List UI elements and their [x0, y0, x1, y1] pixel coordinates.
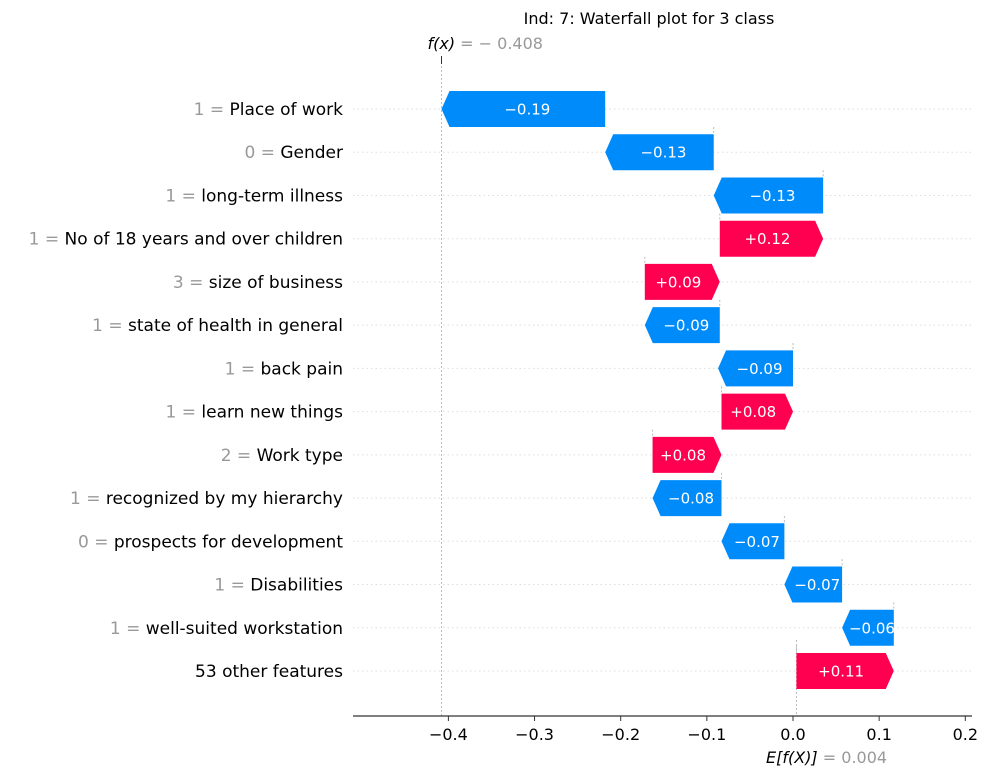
- positive-bar: [796, 652, 894, 689]
- feature-name: learn new things: [201, 403, 343, 423]
- feature-value: 2 =: [221, 446, 257, 466]
- efx-label: E[f(X)] = 0.004: [766, 748, 887, 767]
- feature-name: long-term illness: [201, 186, 343, 206]
- positive-bar: [719, 220, 824, 257]
- bar-value-label: −0.19: [504, 101, 550, 119]
- bar-value-label: +0.11: [818, 662, 864, 680]
- negative-bar: [721, 523, 785, 560]
- feature-label: 1 = state of health in general: [92, 316, 343, 336]
- bar-value-label: −0.13: [749, 187, 795, 205]
- feature-label: 1 = No of 18 years and over children: [29, 230, 343, 250]
- feature-value: 1 =: [194, 100, 230, 120]
- bar-value-label: −0.07: [794, 576, 840, 594]
- feature-value: 3 =: [173, 273, 209, 293]
- feature-name: recognized by my hierarchy: [106, 489, 343, 509]
- feature-name: 53 other features: [195, 662, 343, 682]
- x-tick-label: 0.1: [866, 725, 891, 744]
- feature-value: 1 =: [225, 359, 261, 379]
- bar-value-label: +0.12: [744, 230, 790, 248]
- negative-bar: [713, 177, 824, 214]
- feature-label: 2 = Work type: [221, 446, 343, 466]
- feature-label: 1 = learn new things: [166, 403, 344, 423]
- feature-value: 1 =: [214, 576, 250, 596]
- feature-value: 1 =: [110, 619, 146, 639]
- x-tick-label: −0.1: [687, 725, 726, 744]
- fx-label-name: f(x): [428, 34, 461, 53]
- x-tick-label: −0.3: [515, 725, 554, 744]
- feature-value: 0 =: [78, 532, 114, 552]
- x-axis: −0.4 −0.3 −0.2 −0.1 0.0 0.1 0.2: [353, 715, 978, 744]
- bars-layer: −0.19 −0.13 −0.13 +0.12 +0.09 −0.09 −0.09 +0.08…: [441, 91, 895, 689]
- feature-value: 1 =: [70, 489, 106, 509]
- negative-bar: [784, 566, 843, 603]
- bar-value-label: −0.13: [640, 144, 686, 162]
- feature-name: prospects for development: [114, 532, 343, 552]
- feature-label: 1 = back pain: [225, 359, 343, 379]
- feature-name: Place of work: [229, 100, 343, 120]
- bar-value-label: −0.08: [668, 490, 714, 508]
- feature-name: Disabilities: [250, 576, 343, 596]
- feature-label: 1 = well-suited workstation: [110, 619, 343, 639]
- feature-label: 1 = Disabilities: [214, 576, 343, 596]
- feature-label: 1 = long-term illness: [165, 186, 343, 206]
- feature-value: 1 =: [165, 186, 201, 206]
- x-tick-label: 0.0: [780, 725, 805, 744]
- feature-label: 1 = Place of work: [194, 100, 344, 120]
- x-tick-label: 0.2: [953, 725, 978, 744]
- efx-label-value: = 0.004: [823, 748, 887, 767]
- positive-bar: [652, 436, 722, 473]
- x-tick-label: −0.2: [601, 725, 640, 744]
- x-tick-label: −0.4: [429, 725, 468, 744]
- feature-label: 0 = Gender: [244, 143, 343, 163]
- bar-value-label: −0.06: [849, 619, 895, 637]
- positive-bar: [721, 393, 793, 430]
- negative-bar: [652, 480, 722, 517]
- negative-bar: [644, 307, 720, 344]
- bar-value-label: −0.09: [737, 360, 783, 378]
- feature-label: 3 = size of business: [173, 273, 343, 293]
- bar-value-label: −0.09: [663, 317, 709, 335]
- bar-value-label: −0.07: [734, 533, 780, 551]
- feature-name: No of 18 years and over children: [65, 230, 343, 250]
- feature-value: 1 =: [29, 230, 65, 250]
- feature-label: 1 = recognized by my hierarchy: [70, 489, 343, 509]
- chart-title: Ind: 7: Waterfall plot for 3 class: [524, 9, 775, 28]
- positive-bar: [644, 263, 720, 300]
- fx-label: f(x) = − 0.408: [428, 34, 543, 53]
- feature-value: 1 =: [166, 403, 202, 423]
- bar-value-label: +0.09: [655, 273, 701, 291]
- feature-name: Gender: [280, 143, 343, 163]
- row-gridlines: [353, 108, 972, 672]
- negative-bar: [718, 350, 793, 387]
- negative-bar: [441, 91, 606, 127]
- feature-label: 0 = prospects for development: [78, 532, 343, 552]
- feature-name: well-suited workstation: [146, 619, 343, 639]
- fx-label-value: = − 0.408: [460, 34, 543, 53]
- feature-name: size of business: [209, 273, 343, 293]
- negative-bar: [842, 609, 894, 646]
- bar-value-label: +0.08: [730, 403, 776, 421]
- feature-label: 53 other features: [195, 662, 343, 682]
- negative-bar: [605, 134, 714, 171]
- efx-label-name: E[f(X)]: [766, 748, 823, 767]
- feature-labels: 1 = Place of work 0 = Gender 1 = long-term…: [29, 100, 344, 682]
- feature-value: 1 =: [92, 316, 128, 336]
- feature-name: Work type: [257, 446, 343, 466]
- bar-value-label: +0.08: [660, 446, 706, 464]
- feature-name: back pain: [260, 359, 343, 379]
- feature-name: state of health in general: [128, 316, 343, 336]
- feature-value: 0 =: [244, 143, 280, 163]
